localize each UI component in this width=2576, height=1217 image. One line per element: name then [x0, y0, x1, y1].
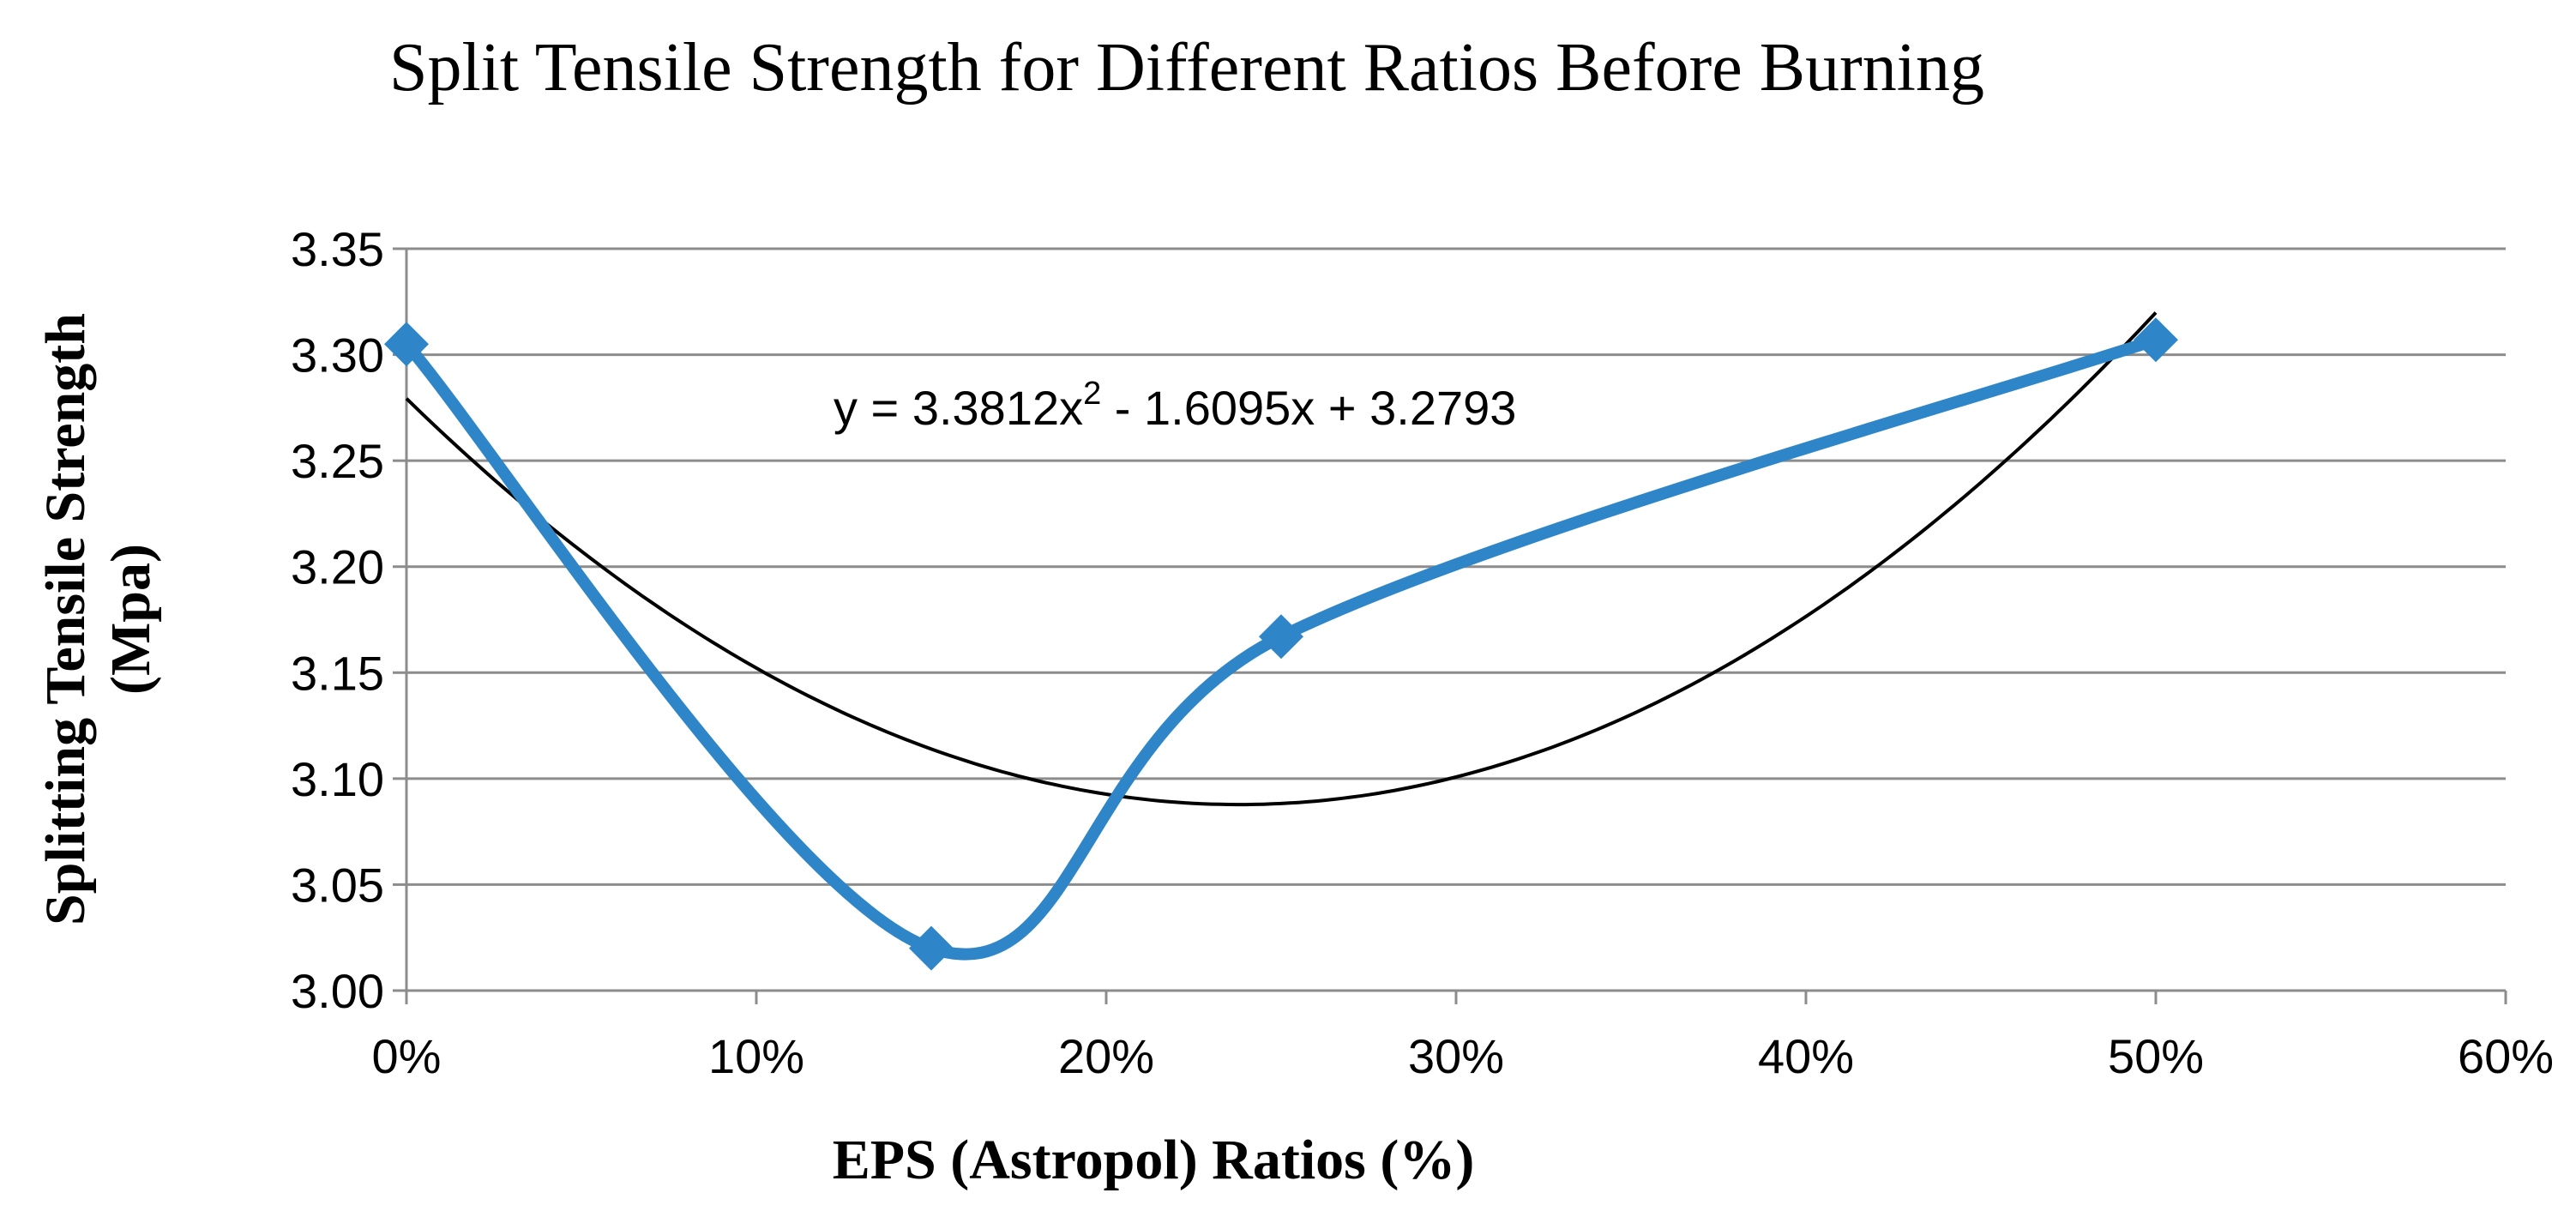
y-tick-label: 3.25 [291, 434, 384, 488]
gridlines [406, 247, 2506, 886]
y-tick-label: 3.05 [291, 858, 384, 912]
data-point-marker [384, 322, 429, 367]
trendline-group [405, 311, 2158, 807]
x-tick-label: 50% [2108, 1029, 2204, 1083]
y-tick-label: 3.00 [291, 964, 384, 1018]
x-tick-labels: 0% 10% 20% 30% 40% 50% 60% [372, 1029, 2555, 1083]
trendline [405, 311, 2158, 807]
y-tick-label: 3.15 [291, 646, 384, 700]
series-line [400, 334, 2162, 961]
x-tick-label: 30% [1408, 1029, 1504, 1083]
axes [393, 247, 2507, 1004]
x-tick-label: 20% [1058, 1029, 1154, 1083]
y-axis-title-line1: Splitting Tensile Strength [34, 313, 97, 925]
trendline-equation-exponent: 2 [1083, 376, 1101, 412]
trendline-equation: y = 3.3812x2 - 1.6095x + 3.2793 [834, 376, 1516, 435]
y-tick-label: 3.20 [291, 540, 384, 594]
y-axis-title-line2: (Mpa) [99, 544, 162, 695]
trendline-equation-rest: - 1.6095x + 3.2793 [1101, 381, 1516, 435]
x-tick-label: 60% [2458, 1029, 2554, 1083]
y-axis-title: Splitting Tensile Strength (Mpa) [34, 313, 162, 925]
data-point-marker [2134, 317, 2178, 363]
x-tick-label: 10% [708, 1029, 804, 1083]
y-tick-label: 3.30 [291, 328, 384, 383]
trendline-equation-main: y = 3.3812x [834, 381, 1083, 435]
series-group [384, 317, 2178, 971]
x-tick-label: 40% [1758, 1029, 1854, 1083]
y-tick-label: 3.35 [291, 222, 384, 276]
chart-title: Split Tensile Strength for Different Rat… [389, 30, 1984, 105]
data-point-marker [909, 925, 954, 971]
data-point-marker [1259, 614, 1303, 660]
y-tick-labels: 3.00 3.05 3.10 3.15 3.20 3.25 3.30 3.35 [291, 222, 384, 1018]
x-tick-label: 0% [372, 1029, 442, 1083]
x-axis-title: EPS (Astropol) Ratios (%) [833, 1129, 1475, 1191]
y-tick-label: 3.10 [291, 752, 384, 806]
